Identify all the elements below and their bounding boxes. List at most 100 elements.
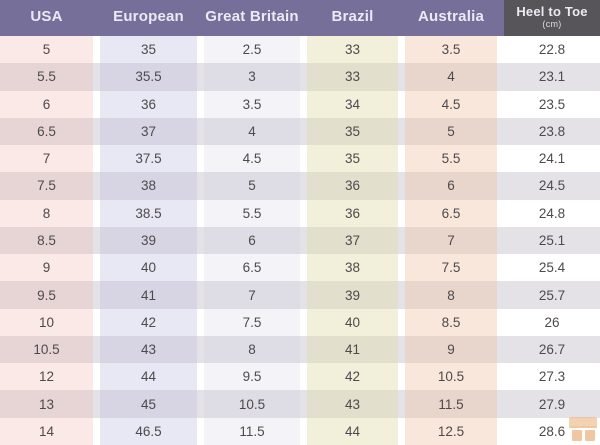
column-header-label: Heel to Toe xyxy=(516,4,588,20)
cell-australia: 10.5 xyxy=(405,363,504,391)
cell-usa: 10.5 xyxy=(0,335,100,364)
cell-great-britain: 4 xyxy=(204,117,307,146)
column-header-great-britain: Great Britain xyxy=(204,0,307,36)
cell-brazil: 40 xyxy=(307,308,405,336)
cell-european: 35 xyxy=(100,36,204,64)
cell-great-britain: 9.5 xyxy=(204,363,307,391)
cell-usa: 10 xyxy=(0,308,100,336)
cell-brazil: 38 xyxy=(307,254,405,282)
cell-brazil: 42 xyxy=(307,363,405,391)
cell-australia: 5 xyxy=(405,117,504,146)
cell-usa: 7 xyxy=(0,145,100,173)
cell-usa: 8.5 xyxy=(0,226,100,255)
cell-european: 36 xyxy=(100,90,204,118)
cell-heel-to-toe: 23.1 xyxy=(538,69,566,85)
cell-brazil: 41 xyxy=(307,335,405,364)
table-row: 7 37.5 4.5 35 5.5 24.1 xyxy=(0,145,600,173)
cell-european: 44 xyxy=(100,363,204,391)
storefront-watermark-icon xyxy=(569,417,597,443)
cell-great-britain: 5 xyxy=(204,172,307,200)
cell-european: 38 xyxy=(100,172,204,200)
cell-european: 46.5 xyxy=(100,417,204,445)
cell-heel-to-toe: 26 xyxy=(544,314,560,330)
cell-heel-to-toe: 27.9 xyxy=(538,396,566,412)
cell-european: 43 xyxy=(100,335,204,364)
table-row: 8 38.5 5.5 36 6.5 24.8 xyxy=(0,199,600,227)
column-header-label: Australia xyxy=(418,8,484,25)
table-row: 9.5 41 7 39 8 25.7 xyxy=(0,281,600,309)
table-row: 7.5 38 5 36 6 24.5 xyxy=(0,172,600,200)
column-header-label: USA xyxy=(30,8,63,25)
cell-heel-to-toe: 27.3 xyxy=(538,369,566,385)
cell-australia: 3.5 xyxy=(405,36,504,64)
cell-great-britain: 2.5 xyxy=(204,36,307,64)
cell-australia: 5.5 xyxy=(405,145,504,173)
cell-european: 39 xyxy=(100,226,204,255)
cell-australia: 7 xyxy=(405,226,504,255)
cell-australia: 8.5 xyxy=(405,308,504,336)
cell-brazil: 36 xyxy=(307,172,405,200)
cell-great-britain: 7.5 xyxy=(204,308,307,336)
table-row: 10.5 43 8 41 9 26.7 xyxy=(0,335,600,364)
cell-australia: 7.5 xyxy=(405,254,504,282)
cell-heel-to-toe: 24.8 xyxy=(538,205,566,221)
watermark-door xyxy=(584,430,595,441)
cell-brazil: 37 xyxy=(307,226,405,255)
cell-usa: 13 xyxy=(0,390,100,418)
cell-european: 37.5 xyxy=(100,145,204,173)
cell-brazil: 39 xyxy=(307,281,405,309)
column-header-usa: USA xyxy=(0,0,100,36)
cell-heel-to-toe: 28.6 xyxy=(538,423,566,439)
cell-brazil: 33 xyxy=(307,36,405,64)
cell-great-britain: 6 xyxy=(204,226,307,255)
cell-brazil: 35 xyxy=(307,145,405,173)
cell-heel-to-toe: 22.8 xyxy=(538,42,566,58)
cell-brazil: 35 xyxy=(307,117,405,146)
table-row: 6.5 37 4 35 5 23.8 xyxy=(0,117,600,146)
table-row: 13 45 10.5 43 11.5 27.9 xyxy=(0,390,600,418)
cell-great-britain: 4.5 xyxy=(204,145,307,173)
cell-great-britain: 3.5 xyxy=(204,90,307,118)
cell-australia: 4 xyxy=(405,63,504,91)
table-row: 5.5 35.5 3 33 4 23.1 xyxy=(0,63,600,91)
cell-heel-to-toe: 25.4 xyxy=(538,260,566,276)
table-row: 8.5 39 6 37 7 25.1 xyxy=(0,226,600,255)
column-header-european: European xyxy=(100,0,204,36)
cell-usa: 9 xyxy=(0,254,100,282)
cell-european: 42 xyxy=(100,308,204,336)
column-header-sublabel: (cm) xyxy=(542,18,562,29)
header-row: USA European Great Britain Brazil Australia H… xyxy=(0,0,600,36)
cell-usa: 9.5 xyxy=(0,281,100,309)
table-row: 10 42 7.5 40 8.5 26 xyxy=(0,308,600,336)
cell-european: 38.5 xyxy=(100,199,204,227)
column-header-australia: Australia xyxy=(405,0,504,36)
cell-usa: 6 xyxy=(0,90,100,118)
cell-heel-to-toe: 24.1 xyxy=(538,151,566,167)
column-header-brazil: Brazil xyxy=(307,0,405,36)
cell-heel-to-toe: 25.7 xyxy=(538,287,566,303)
cell-usa: 5.5 xyxy=(0,63,100,91)
table-row: 14 46.5 11.5 44 12.5 28.6 xyxy=(0,417,600,445)
cell-brazil: 33 xyxy=(307,63,405,91)
table-row: 5 35 2.5 33 3.5 22.8 xyxy=(0,36,600,64)
cell-australia: 6 xyxy=(405,172,504,200)
cell-great-britain: 3 xyxy=(204,63,307,91)
table-body: 5 35 2.5 33 3.5 22.8 5.5 35.5 3 33 4 23.1 6 36 3.5 34 4.… xyxy=(0,36,600,445)
table-row: 6 36 3.5 34 4.5 23.5 xyxy=(0,90,600,118)
cell-brazil: 43 xyxy=(307,390,405,418)
cell-usa: 6.5 xyxy=(0,117,100,146)
cell-heel-to-toe: 24.5 xyxy=(538,178,566,194)
column-header-label: Brazil xyxy=(331,8,374,25)
cell-australia: 4.5 xyxy=(405,90,504,118)
cell-great-britain: 10.5 xyxy=(204,390,307,418)
cell-european: 45 xyxy=(100,390,204,418)
cell-australia: 6.5 xyxy=(405,199,504,227)
column-header-heel-to-toe: Heel to Toe (cm) xyxy=(504,0,600,36)
cell-australia: 9 xyxy=(405,335,504,364)
cell-european: 35.5 xyxy=(100,63,204,91)
cell-australia: 12.5 xyxy=(405,417,504,445)
cell-great-britain: 5.5 xyxy=(204,199,307,227)
watermark-awning xyxy=(569,417,597,428)
